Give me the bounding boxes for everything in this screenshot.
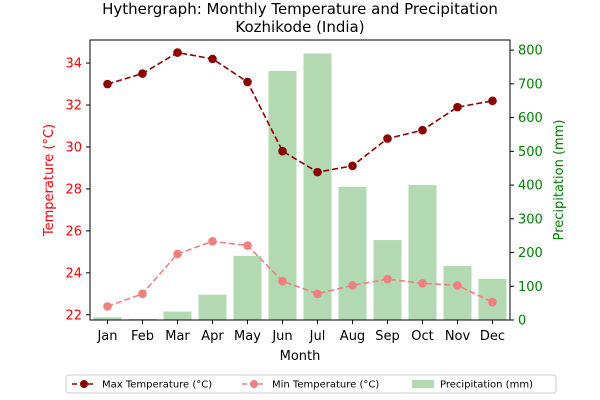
temperature-point bbox=[383, 274, 392, 284]
legend-label: Max Temperature (°C) bbox=[102, 380, 212, 391]
chart-title-line: Hythergraph: Monthly Temperature and Pre… bbox=[102, 0, 498, 18]
temperature-point bbox=[488, 96, 497, 106]
precipitation-bar bbox=[443, 266, 472, 320]
legend-marker-swatch bbox=[80, 380, 88, 388]
x-tick-label: May bbox=[234, 329, 261, 344]
x-tick-label: Jul bbox=[309, 329, 326, 344]
legend-bar-swatch bbox=[412, 380, 434, 388]
temperature-point bbox=[418, 278, 427, 288]
y-right-tick-label: 500 bbox=[518, 145, 543, 160]
precipitation-bar bbox=[233, 255, 262, 320]
precipitation-bars bbox=[93, 53, 507, 320]
legend-marker-swatch bbox=[250, 380, 258, 388]
temperature-point bbox=[138, 289, 147, 299]
y-axis-label-left: Temperature (°C) bbox=[42, 124, 57, 237]
x-tick-label: Feb bbox=[131, 329, 154, 344]
y-right-tick-label: 600 bbox=[518, 111, 543, 126]
temperature-point bbox=[173, 48, 182, 57]
y-right-tick-label: 400 bbox=[518, 179, 543, 194]
temperature-point bbox=[383, 134, 392, 143]
precipitation-bar bbox=[128, 318, 157, 320]
temperature-point bbox=[313, 289, 322, 299]
y-right-tick-label: 100 bbox=[518, 280, 543, 295]
temperature-line bbox=[107, 240, 493, 308]
x-tick-label: Jun bbox=[271, 329, 292, 344]
temperature-lines bbox=[103, 48, 497, 311]
y-left-tick-label: 26 bbox=[65, 224, 82, 239]
precipitation-bar bbox=[93, 317, 122, 320]
y-left-tick-label: 30 bbox=[65, 140, 82, 155]
legend-frame bbox=[65, 374, 557, 394]
y-right-tick-label: 200 bbox=[518, 246, 543, 261]
temperature-point bbox=[453, 102, 462, 112]
temperature-point bbox=[243, 77, 252, 87]
y-axis-left: 22 24 26 28 30 32 34 bbox=[65, 57, 90, 323]
y-left-tick-label: 34 bbox=[65, 57, 82, 72]
legend-label: Precipitation (mm) bbox=[440, 380, 533, 391]
legend-label: Min Temperature (°C) bbox=[272, 380, 379, 391]
y-right-tick-label: 0 bbox=[518, 314, 526, 329]
x-tick-label: Apr bbox=[201, 329, 224, 344]
x-tick-label: Nov bbox=[445, 329, 471, 344]
temperature-point bbox=[208, 237, 217, 246]
y-right-tick-label: 300 bbox=[518, 212, 543, 227]
temperature-point bbox=[278, 146, 287, 156]
legend: Max Temperature (°C) Min Temperature (°C)… bbox=[65, 374, 557, 394]
y-left-tick-label: 32 bbox=[65, 99, 82, 114]
y-right-tick-label: 800 bbox=[518, 44, 543, 59]
x-tick-label: Mar bbox=[165, 329, 190, 344]
temperature-point bbox=[173, 249, 182, 259]
temperature-point bbox=[103, 79, 112, 89]
x-tick-label: Jan bbox=[96, 329, 117, 344]
temperature-point bbox=[103, 302, 112, 311]
chart-title: Hythergraph: Monthly Temperature and Pre… bbox=[102, 0, 498, 36]
x-axis: Jan Feb Mar Apr May Jun Jul Aug Sep Oct Nov Dec bbox=[96, 320, 505, 344]
precipitation-bar bbox=[198, 294, 227, 320]
precipitation-bar bbox=[303, 53, 332, 320]
temperature-point bbox=[453, 281, 462, 290]
x-tick-label: Sep bbox=[375, 329, 400, 344]
x-tick-label: Dec bbox=[480, 329, 505, 344]
plot-frame bbox=[89, 39, 511, 321]
chart-title-line: Kozhikode (India) bbox=[235, 18, 364, 36]
x-axis-label: Month bbox=[280, 349, 321, 364]
precipitation-bar bbox=[338, 186, 367, 320]
temperature-point bbox=[313, 167, 322, 177]
temperature-point bbox=[243, 241, 252, 250]
temperature-point bbox=[418, 125, 427, 135]
y-left-tick-label: 28 bbox=[65, 182, 82, 197]
temperature-point bbox=[488, 297, 497, 307]
y-axis-label-right: Precipitation (mm) bbox=[552, 120, 567, 241]
y-right-tick-label: 700 bbox=[518, 77, 543, 92]
temperature-point bbox=[208, 54, 217, 64]
y-left-tick-label: 24 bbox=[65, 266, 82, 281]
temperature-point bbox=[348, 281, 357, 290]
x-tick-label: Aug bbox=[340, 329, 365, 344]
y-left-tick-label: 22 bbox=[65, 308, 82, 323]
temperature-line bbox=[107, 51, 493, 173]
temperature-point bbox=[138, 69, 147, 78]
precipitation-bar bbox=[163, 311, 192, 320]
temperature-point bbox=[348, 161, 357, 171]
x-tick-label: Oct bbox=[411, 329, 433, 344]
precipitation-bar bbox=[408, 185, 437, 320]
y-axis-right: 0 100 200 300 400 500 600 700 800 bbox=[510, 44, 543, 329]
temperature-point bbox=[278, 276, 287, 286]
